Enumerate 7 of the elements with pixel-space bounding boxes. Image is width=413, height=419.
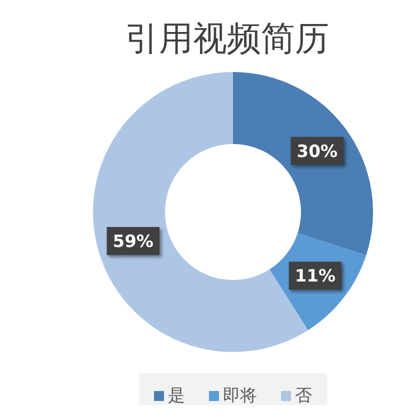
legend-label: 即将 — [223, 386, 257, 405]
data-label: 59% — [112, 232, 154, 252]
chart-title: 引用视频简历 — [125, 21, 329, 58]
data-label: 30% — [296, 142, 338, 162]
data-label: 11% — [294, 266, 336, 287]
legend-label: 是 — [168, 386, 185, 405]
legend-label: 否 — [295, 386, 312, 405]
